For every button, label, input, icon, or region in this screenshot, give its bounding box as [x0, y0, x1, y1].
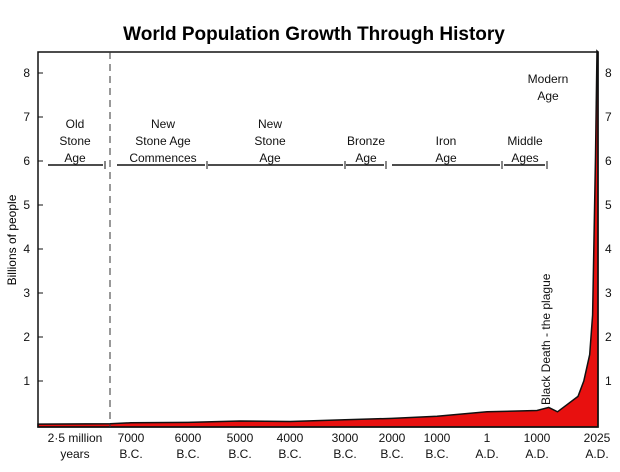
y-tick-label-right: 7 [605, 110, 612, 124]
x-tick-label: 1 A.D. [475, 431, 498, 461]
x-tick-label: 4000 B.C. [277, 431, 304, 461]
x-tick-label: 7000 B.C. [118, 431, 145, 461]
x-tick-label: 2·5 million years [48, 431, 103, 461]
x-tick-label: 2025 A.D. [584, 431, 611, 461]
era-label: New Stone Age [254, 117, 286, 165]
era-label: Bronze Age [347, 134, 385, 165]
y-tick-label-right: 5 [605, 198, 612, 212]
y-axis-label: Billions of people [5, 194, 19, 285]
y-tick-label-left: 3 [23, 286, 30, 300]
y-tick-label-right: 3 [605, 286, 612, 300]
y-tick-label-right: 8 [605, 66, 612, 80]
x-tick-label: 1000 A.D. [524, 431, 551, 461]
x-tick-label: 6000 B.C. [175, 431, 202, 461]
y-tick-label-left: 6 [23, 154, 30, 168]
y-tick-label-right: 2 [605, 330, 612, 344]
population-area [37, 49, 599, 428]
y-tick-label-right: 6 [605, 154, 612, 168]
x-tick-label: 3000 B.C. [332, 431, 359, 461]
era-label: Middle Ages [507, 134, 543, 165]
y-tick-label-left: 5 [23, 198, 30, 212]
y-tick-label-right: 4 [605, 242, 612, 256]
y-tick-label-left: 2 [23, 330, 30, 344]
era-label: Modern Age [528, 72, 569, 103]
y-tick-label-left: 7 [23, 110, 30, 124]
era-label: Iron Age [435, 134, 457, 165]
chart-title: World Population Growth Through History [123, 24, 505, 45]
plot-frame [37, 51, 599, 428]
y-tick-label-left: 4 [23, 242, 30, 256]
black-death-annotation: Black Death - the plague [539, 273, 553, 405]
y-tick-label-left: 8 [23, 66, 30, 80]
y-tick-label-right: 1 [605, 374, 612, 388]
era-label: New Stone Age Commences [129, 117, 196, 165]
x-tick-label: 2000 B.C. [379, 431, 406, 461]
era-label: Old Stone Age [59, 117, 91, 165]
x-tick-label: 5000 B.C. [227, 431, 254, 461]
y-tick-label-left: 1 [23, 374, 30, 388]
x-tick-label: 1000 B.C. [424, 431, 451, 461]
